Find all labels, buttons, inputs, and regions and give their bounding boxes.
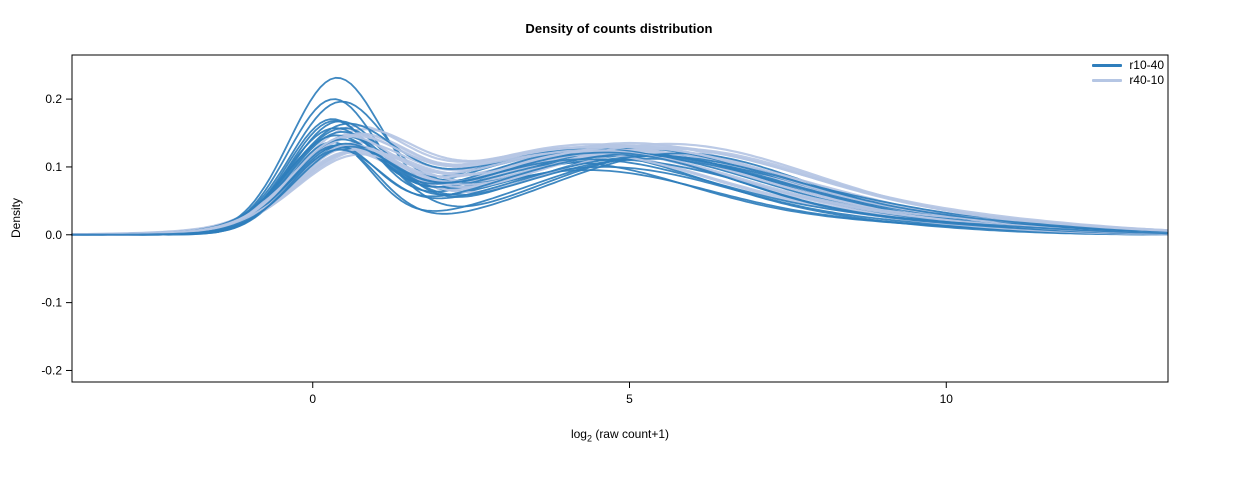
- legend-item-r40-10: r40-10: [1092, 73, 1164, 88]
- y-axis-label: Density: [9, 198, 23, 239]
- y-tick-label: 0.0: [45, 228, 62, 242]
- density-curve: [71, 145, 1168, 236]
- x-tick-label: 5: [626, 392, 633, 406]
- y-tick-label: -0.1: [41, 296, 62, 310]
- y-tick-label: -0.2: [41, 363, 62, 377]
- x-tick-label: 0: [309, 392, 316, 406]
- x-axis-label: log2 (raw count+1): [72, 427, 1168, 443]
- legend-label: r40-10: [1129, 73, 1164, 87]
- plot-box: [71, 54, 1169, 383]
- legend-label: r10-40: [1129, 58, 1164, 72]
- legend-item-r10-40: r10-40: [1092, 58, 1164, 73]
- y-tick-label: 0.2: [45, 92, 62, 106]
- density-curve: [70, 135, 1168, 236]
- legend-line-swatch-dark: [1092, 64, 1123, 67]
- x-axis-label-base: log: [570, 427, 587, 441]
- y-tick-label: 0.1: [45, 160, 62, 174]
- density-curve: [71, 100, 1168, 236]
- x-tick-label: 10: [940, 392, 954, 406]
- legend-line-swatch-light: [1092, 79, 1123, 82]
- chart-title: Density of counts distribution: [525, 21, 713, 36]
- x-axis-label-rest: (raw count+1): [591, 427, 670, 441]
- legend: r10-40 r40-10: [1092, 58, 1164, 88]
- x-axis-label-sub: 2: [586, 433, 592, 444]
